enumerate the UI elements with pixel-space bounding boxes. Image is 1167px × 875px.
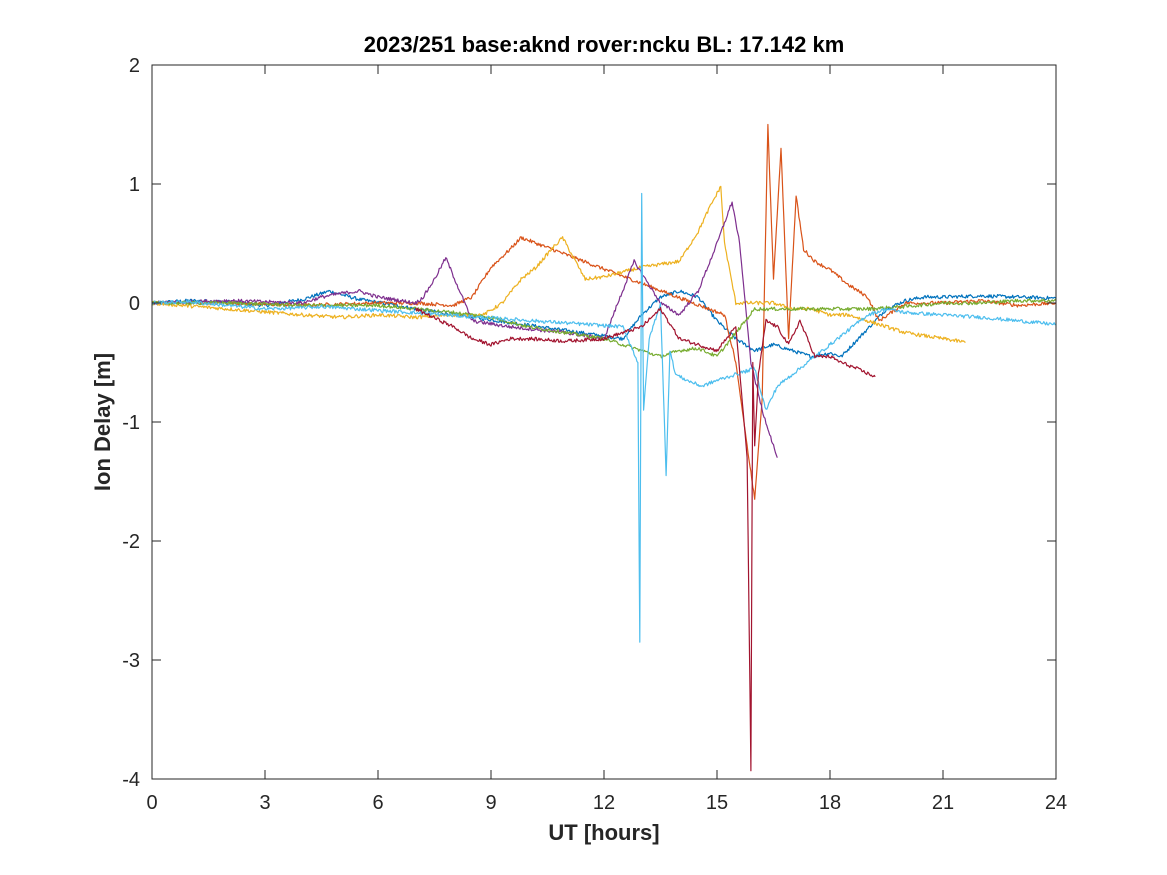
y-tick-label-1: 1 [129,174,140,196]
plot-area [152,65,1056,779]
series-layer [151,123,1057,772]
y-tick-label--4: -4 [122,769,140,791]
series-line-5 [151,298,1057,359]
x-tick-label-6: 6 [372,792,383,814]
series-line-1 [151,289,1057,359]
y-tick-label--1: -1 [122,412,140,434]
series-line-6 [151,192,1057,643]
y-tick-label--3: -3 [122,650,140,672]
x-tick-label-3: 3 [259,792,270,814]
x-tick-label-24: 24 [1045,792,1067,814]
series-line-7 [415,306,876,772]
y-tick-label-0: 0 [129,293,140,315]
x-tick-label-12: 12 [593,792,615,814]
y-axis-title: Ion Delay [m] [90,353,115,491]
x-tick-label-18: 18 [819,792,841,814]
chart-title: 2023/251 base:aknd rover:ncku BL: 17.142… [364,32,845,57]
x-tick-label-0: 0 [146,792,157,814]
x-axis-title: UT [hours] [548,820,659,845]
x-tick-label-15: 15 [706,792,728,814]
x-tick-label-21: 21 [932,792,954,814]
y-tick-label--2: -2 [122,531,140,553]
series-line-3 [151,185,966,343]
y-tick-label-2: 2 [129,55,140,77]
x-tick-label-9: 9 [485,792,496,814]
